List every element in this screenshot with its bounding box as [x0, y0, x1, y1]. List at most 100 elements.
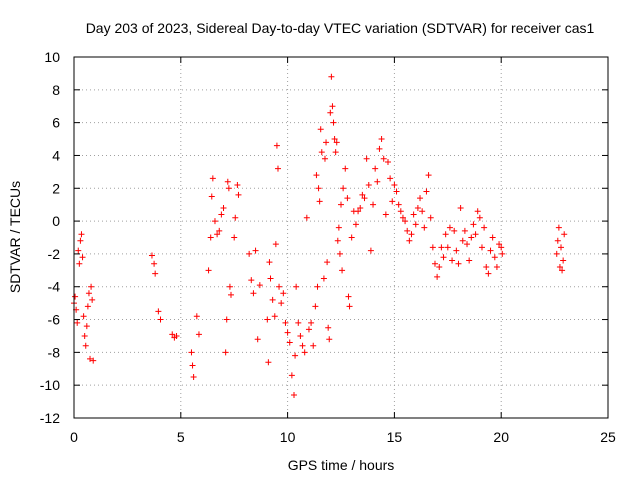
grid-lines [74, 57, 608, 418]
data-point [190, 373, 197, 380]
data-point [444, 244, 451, 251]
data-point [442, 231, 449, 238]
y-tick-label: 8 [52, 82, 60, 98]
data-point [470, 221, 477, 228]
chart-title: Day 203 of 2023, Sidereal Day-to-day VTE… [86, 20, 595, 36]
data-point [561, 231, 568, 238]
data-point [326, 336, 333, 343]
data-point [83, 323, 90, 330]
data-point [278, 300, 285, 307]
data-point [72, 293, 79, 300]
data-point [250, 290, 257, 297]
data-point [155, 308, 162, 315]
data-point [234, 181, 241, 188]
data-point [372, 165, 379, 172]
data-point [332, 149, 339, 156]
data-point [376, 145, 383, 152]
data-point [489, 234, 496, 241]
data-point [336, 250, 343, 257]
data-point [558, 244, 565, 251]
data-point [399, 214, 406, 221]
data-point [85, 290, 92, 297]
data-point [361, 195, 368, 202]
data-point [252, 247, 259, 254]
data-point [273, 142, 280, 149]
data-point [431, 260, 438, 267]
data-point [220, 204, 227, 211]
data-point [188, 349, 195, 356]
data-point [363, 155, 370, 162]
data-point [223, 316, 230, 323]
data-point [216, 227, 223, 234]
data-point [74, 319, 81, 326]
y-tick-label: -12 [40, 410, 60, 426]
data-point [321, 155, 328, 162]
data-point [264, 316, 271, 323]
data-point [436, 264, 443, 271]
data-point [393, 188, 400, 195]
x-axis-label: GPS time / hours [288, 457, 395, 473]
data-point [77, 237, 84, 244]
data-point [414, 204, 421, 211]
data-point [453, 247, 460, 254]
data-point [466, 257, 473, 264]
data-points [71, 73, 568, 399]
data-point [315, 185, 322, 192]
data-point [408, 231, 415, 238]
data-point [459, 237, 466, 244]
y-tick-label: -10 [40, 377, 60, 393]
data-point [491, 254, 498, 261]
y-tick-label: 4 [52, 147, 60, 163]
data-point [404, 227, 411, 234]
data-point [173, 332, 180, 339]
data-point [88, 283, 95, 290]
data-point [208, 193, 215, 200]
plot-frame [73, 56, 609, 419]
data-point [323, 139, 330, 146]
data-point [189, 362, 196, 369]
data-point [481, 224, 488, 231]
data-point [374, 178, 381, 185]
data-point [301, 349, 308, 356]
data-point [438, 244, 445, 251]
data-point [324, 259, 331, 266]
data-point [78, 231, 85, 238]
data-point [346, 303, 353, 310]
y-tick-label: 2 [52, 180, 60, 196]
data-point [269, 296, 276, 303]
data-point [282, 319, 289, 326]
data-point [214, 231, 221, 238]
data-point [329, 103, 336, 110]
data-point [148, 252, 155, 259]
data-point [367, 247, 374, 254]
data-point [472, 231, 479, 238]
y-tick-label: -8 [48, 344, 61, 360]
data-point [152, 270, 159, 277]
data-point [254, 336, 261, 343]
data-point [559, 267, 566, 274]
data-point [248, 277, 255, 284]
data-point [342, 165, 349, 172]
data-point [365, 181, 372, 188]
data-point [79, 254, 86, 261]
data-point [299, 342, 306, 349]
data-point [340, 185, 347, 192]
data-point [308, 319, 315, 326]
data-point [310, 342, 317, 349]
data-point [157, 316, 164, 323]
y-tick-label: 6 [52, 115, 60, 131]
data-point [205, 267, 212, 274]
data-point [389, 198, 396, 205]
data-point [271, 313, 278, 320]
data-point [284, 329, 291, 336]
data-point [209, 175, 216, 182]
data-point [292, 352, 299, 359]
data-point [286, 339, 293, 346]
data-point [316, 198, 323, 205]
data-point [429, 244, 436, 251]
data-point [169, 331, 176, 338]
data-point [434, 273, 441, 280]
data-point [461, 227, 468, 234]
data-point [313, 172, 320, 179]
data-point [222, 349, 229, 356]
